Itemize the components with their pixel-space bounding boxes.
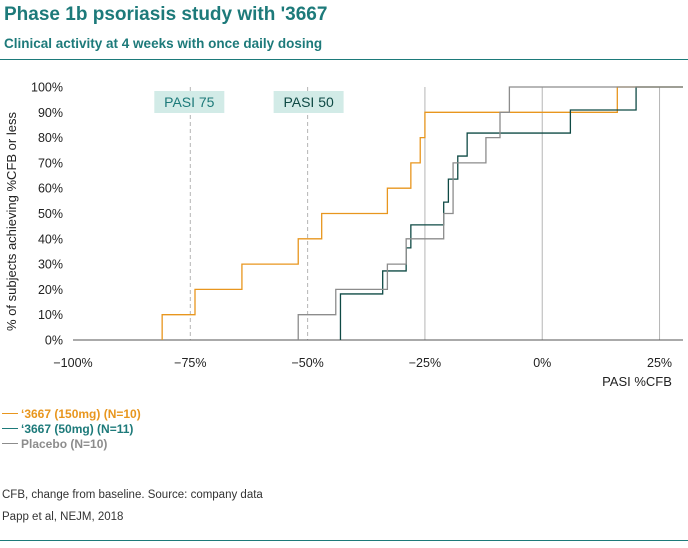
legend-item-150mg: ‘3667 (150mg) (N=10) <box>2 406 141 421</box>
x-tick-label: −25% <box>409 356 441 370</box>
legend-label-150mg: ‘3667 (150mg) (N=10) <box>21 406 141 421</box>
x-tick-label: 0% <box>533 356 551 370</box>
pasi-label-box-0 <box>154 91 225 113</box>
y-tick-label: 20% <box>38 283 63 297</box>
legend-swatch-150mg <box>2 412 18 415</box>
y-tick-label: 60% <box>38 182 63 196</box>
series-line-2 <box>297 86 683 340</box>
chart-subtitle: Clinical activity at 4 weeks with once d… <box>4 36 323 51</box>
legend-item-50mg: ‘3667 (50mg) (N=11) <box>2 421 141 436</box>
x-tick-label: 25% <box>647 356 672 370</box>
series-line-0 <box>161 86 683 340</box>
series-line-1 <box>339 86 683 340</box>
x-tick-label: −75% <box>174 356 206 370</box>
y-tick-label: 50% <box>38 207 63 221</box>
y-tick-label: 70% <box>38 156 63 170</box>
pasi-label-box-1 <box>273 91 344 113</box>
chart-area: PASI 75 PASI 50 0% 10% 20% 30% 40% 50% 60% 70% 80%… <box>4 81 683 389</box>
x-axis-title: PASI %CFB <box>602 374 672 389</box>
footer-rule <box>0 540 688 541</box>
y-tick-label: 0% <box>45 334 63 348</box>
footnote-citation: Papp et al, NEJM, 2018 <box>2 511 124 523</box>
y-tick-label: 30% <box>38 258 63 272</box>
footnote-source: CFB, change from baseline. Source: compa… <box>2 489 263 501</box>
x-tick-label: −100% <box>53 356 92 370</box>
legend-label-placebo: Placebo (N=10) <box>21 436 108 451</box>
y-tick-label: 90% <box>38 106 63 120</box>
legend-item-placebo: Placebo (N=10) <box>2 436 141 451</box>
header-rule <box>0 59 688 60</box>
legend: ‘3667 (150mg) (N=10) ‘3667 (50mg) (N=11)… <box>2 406 141 451</box>
pasi-label-50: PASI 50 <box>273 91 344 113</box>
y-axis-title: % of subjects achieving %CFB or less <box>4 112 19 331</box>
legend-label-50mg: ‘3667 (50mg) (N=11) <box>21 421 134 436</box>
chart-title: Phase 1b psoriasis study with '3667 <box>4 4 328 25</box>
y-tick-label: 40% <box>38 232 63 246</box>
legend-swatch-placebo <box>2 442 18 445</box>
legend-swatch-50mg <box>2 427 18 430</box>
y-tick-label: 100% <box>31 81 63 95</box>
y-tick-label: 80% <box>38 131 63 145</box>
pasi-label-text-1: PASI 50 <box>283 94 334 110</box>
x-tick-label: −50% <box>291 356 323 370</box>
pasi-label-text-0: PASI 75 <box>164 94 215 110</box>
pasi-label-75: PASI 75 <box>154 91 225 113</box>
y-tick-label: 10% <box>38 308 63 322</box>
